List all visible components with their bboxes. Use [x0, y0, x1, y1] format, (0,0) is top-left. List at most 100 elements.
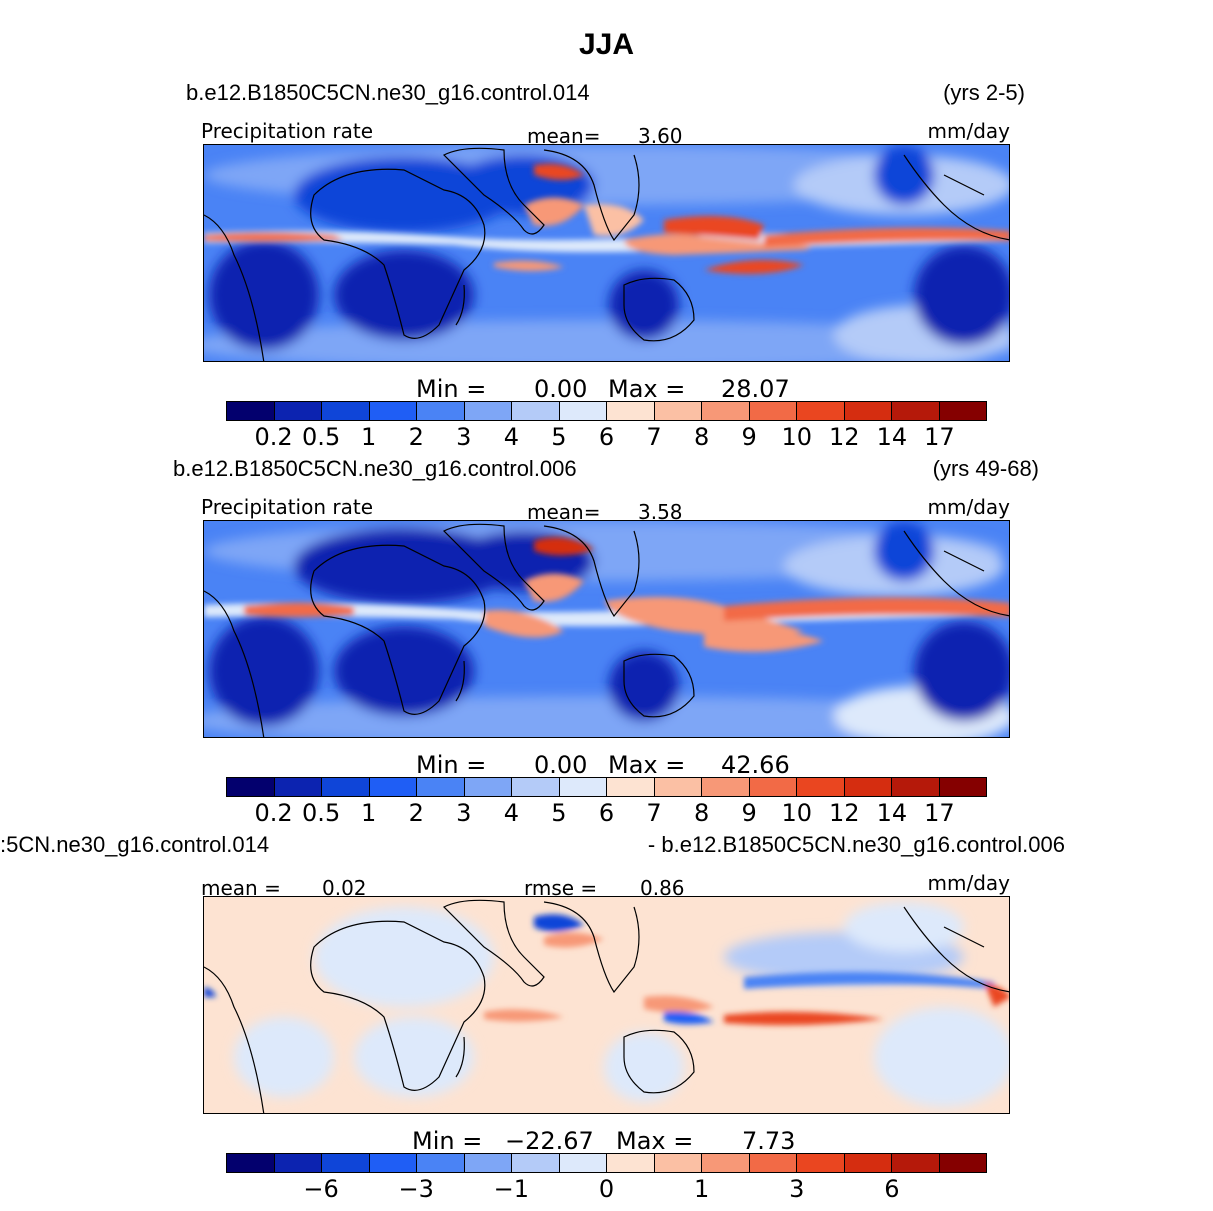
colorbar-tick-label: −1 [493, 1175, 530, 1203]
panel2-max-value: 42.66 [721, 751, 790, 779]
panel3-case-left: :5CN.ne30_g16.control.014 [0, 832, 270, 857]
colorbar-segment [369, 402, 417, 420]
colorbar-segment [797, 778, 845, 796]
colorbar-segment [464, 778, 512, 796]
colorbar-segment [702, 778, 750, 796]
panel3-units: mm/day [927, 871, 1011, 895]
colorbar-segment [654, 1154, 702, 1172]
panel3-max-value: 7.73 [742, 1127, 796, 1155]
colorbar-segment [512, 778, 560, 796]
colorbar-segment [749, 1154, 797, 1172]
colorbar-tick-label: 17 [924, 799, 955, 827]
panel3-coastlines [204, 899, 1009, 1113]
panel1-max-label: Max = [608, 375, 686, 403]
colorbar-segment [892, 1154, 940, 1172]
panel2-variable: Precipitation rate [201, 495, 373, 519]
panel1-min-label: Min = [416, 375, 487, 403]
colorbar-segment [939, 402, 986, 420]
colorbar-segment [369, 778, 417, 796]
colorbar-tick-label: 3 [456, 799, 472, 827]
colorbar-tick-label: 6 [884, 1175, 900, 1203]
colorbar-segment [607, 1154, 655, 1172]
colorbar-tick-label: 12 [829, 799, 860, 827]
colorbar-segment [559, 402, 607, 420]
colorbar-segment [464, 402, 512, 420]
colorbar-segment [702, 1154, 750, 1172]
colorbar-segment [607, 778, 655, 796]
panel2-case-name: b.e12.B1850C5CN.ne30_g16.control.006 [173, 456, 577, 481]
colorbar-segment [274, 778, 322, 796]
colorbar-segment [844, 1154, 892, 1172]
colorbar-tick-label: −6 [303, 1175, 339, 1203]
colorbar-segment [322, 778, 370, 796]
panel2-years: (yrs 49-68) [932, 456, 1039, 481]
panel1-variable: Precipitation rate [201, 119, 373, 143]
colorbar-segment [369, 1154, 417, 1172]
panel2-colorbar [226, 777, 987, 797]
panel1-min-value: 0.00 [534, 375, 588, 403]
colorbar-segment [274, 1154, 322, 1172]
colorbar-tick-label: 1 [361, 799, 377, 827]
colorbar-segment [417, 1154, 465, 1172]
colorbar-tick-label: 17 [924, 423, 955, 451]
colorbar-segment [227, 778, 275, 796]
colorbar-segment [559, 1154, 607, 1172]
panel1-years: (yrs 2-5) [943, 80, 1025, 105]
panel3-colorbar-ticks: −6 −3 −1 0 1 3 6 [226, 1175, 987, 1205]
colorbar-tick-label: 12 [829, 423, 860, 451]
colorbar-tick-label: 14 [876, 423, 908, 451]
colorbar-segment [797, 1154, 845, 1172]
colorbar-tick-label: 0.2 [254, 799, 293, 827]
colorbar-tick-label: 2 [408, 799, 424, 827]
colorbar-tick-label: 0 [598, 1175, 615, 1203]
colorbar-tick-label: 4 [503, 799, 520, 827]
colorbar-tick-label: 10 [781, 799, 813, 827]
colorbar-segment [417, 402, 465, 420]
colorbar-segment [939, 778, 986, 796]
colorbar-segment [227, 1154, 275, 1172]
panel1-units: mm/day [927, 119, 1011, 143]
panel2-units: mm/day [927, 495, 1011, 519]
colorbar-tick-label: 7 [646, 799, 662, 827]
panel2-coastlines [204, 523, 1009, 737]
panel1-max-value: 28.07 [721, 375, 790, 403]
colorbar-segment [322, 402, 370, 420]
colorbar-segment [607, 402, 655, 420]
panel3-max-label: Max = [616, 1127, 694, 1155]
colorbar-segment [749, 402, 797, 420]
panel3-min-value: −22.67 [505, 1127, 594, 1155]
colorbar-segment [797, 402, 845, 420]
colorbar-segment [512, 402, 560, 420]
colorbar-segment [892, 778, 940, 796]
colorbar-tick-label: 5 [551, 799, 567, 827]
colorbar-segment [844, 402, 892, 420]
panel1-case-name: b.e12.B1850C5CN.ne30_g16.control.014 [186, 80, 590, 105]
colorbar-segment [417, 778, 465, 796]
colorbar-tick-label: 7 [646, 423, 662, 451]
colorbar-tick-label: 1 [693, 1175, 710, 1203]
panel2-min-label: Min = [416, 751, 487, 779]
colorbar-segment [227, 402, 275, 420]
colorbar-tick-label: 4 [503, 423, 520, 451]
colorbar-tick-label: 8 [693, 799, 710, 827]
colorbar-tick-label: 14 [876, 799, 908, 827]
colorbar-segment [939, 1154, 986, 1172]
colorbar-segment [559, 778, 607, 796]
colorbar-tick-label: 0.2 [254, 423, 293, 451]
colorbar-tick-label: 8 [693, 423, 710, 451]
colorbar-tick-label: 9 [741, 423, 757, 451]
panel3-colorbar [226, 1153, 987, 1173]
colorbar-tick-label: 2 [408, 423, 424, 451]
panel2-colorbar-ticks: 0.2 0.5 1 2 3 4 5 6 7 8 9 10 12 14 17 [226, 799, 987, 829]
colorbar-tick-label: 5 [551, 423, 567, 451]
colorbar-segment [892, 402, 940, 420]
panel2-min-value: 0.00 [534, 751, 588, 779]
panel1-colorbar-ticks: 0.2 0.5 1 2 3 4 5 6 7 8 9 10 12 14 17 [226, 423, 987, 453]
colorbar-tick-label: 10 [781, 423, 813, 451]
colorbar-tick-label: 0.5 [302, 423, 341, 451]
colorbar-tick-label: 6 [598, 799, 615, 827]
panel1-colorbar [226, 401, 987, 421]
panel3-map [203, 896, 1010, 1114]
colorbar-tick-label: 1 [361, 423, 377, 451]
colorbar-segment [654, 402, 702, 420]
